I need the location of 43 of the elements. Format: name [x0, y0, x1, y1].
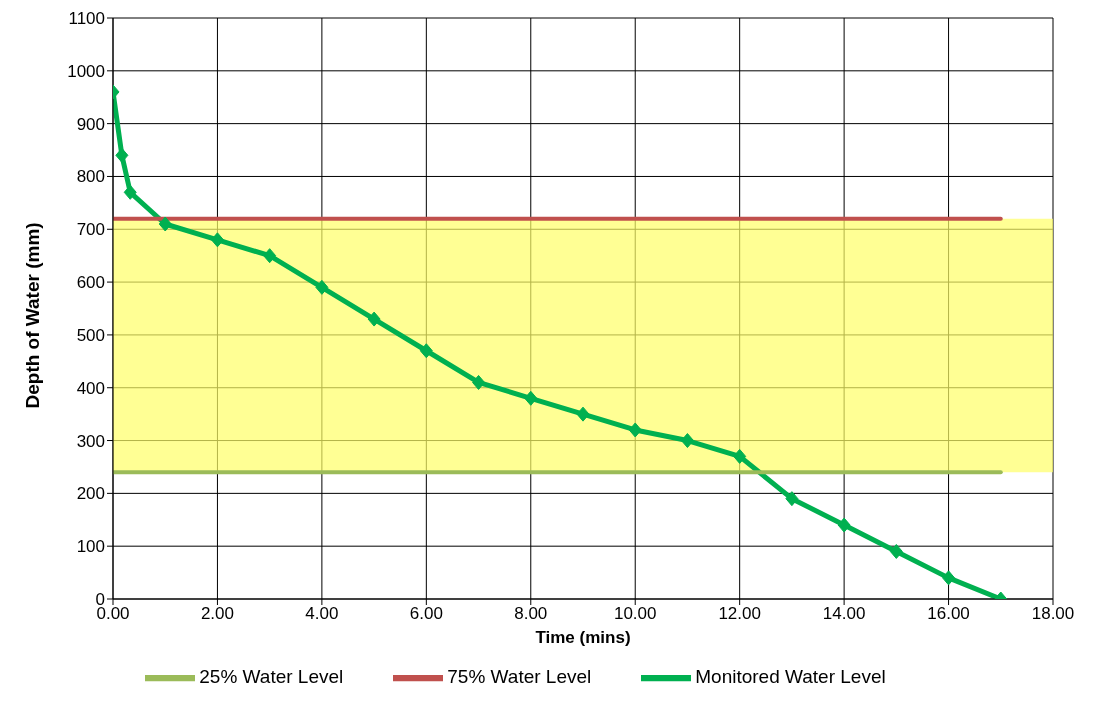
point — [733, 448, 747, 464]
point — [210, 232, 224, 248]
x-tick-label: 18.00 — [1031, 604, 1075, 624]
y-tick-label: 300 — [76, 431, 105, 451]
legend-label: 25% Water Level — [199, 666, 344, 688]
point — [889, 543, 903, 559]
y-tick-label: 500 — [76, 325, 105, 345]
y-tick-label: 1100 — [68, 9, 105, 29]
point — [942, 570, 956, 586]
point — [472, 374, 486, 390]
point — [315, 279, 329, 295]
y-tick-label: 200 — [76, 484, 105, 504]
point — [158, 216, 172, 232]
point — [576, 406, 590, 422]
x-axis-title: Time (mins) — [535, 628, 631, 647]
x-tick-label: 10.00 — [613, 604, 657, 624]
point — [123, 184, 137, 200]
y-tick-label: 900 — [76, 114, 105, 134]
point — [628, 422, 642, 438]
y-tick-label: 800 — [76, 167, 105, 187]
y-tick-label: 400 — [76, 378, 105, 398]
y-tick-label: 100 — [76, 537, 105, 557]
point — [680, 433, 694, 449]
y-axis-title: Depth of Water (mm) — [21, 222, 43, 409]
point — [367, 311, 381, 327]
x-tick-label: 16.00 — [927, 604, 970, 624]
x-tick-label: 4.00 — [305, 604, 339, 624]
point — [785, 491, 799, 507]
point — [419, 343, 433, 359]
x-tick-label: 6.00 — [409, 604, 443, 624]
x-tick-label: 12.00 — [718, 604, 761, 624]
y-tick-label: 600 — [76, 273, 105, 293]
y-tick-label: 1000 — [67, 61, 105, 81]
point — [837, 517, 851, 533]
point — [115, 147, 129, 163]
legend-label: 75% Water Level — [447, 666, 592, 688]
x-tick-label: 2.00 — [200, 604, 234, 624]
x-tick-label: 14.00 — [822, 604, 866, 624]
point — [263, 248, 277, 264]
x-tick-label: 8.00 — [514, 604, 548, 624]
y-tick-label: 700 — [76, 220, 105, 240]
point — [524, 390, 538, 406]
legend-label: Monitored Water Level — [695, 666, 886, 688]
